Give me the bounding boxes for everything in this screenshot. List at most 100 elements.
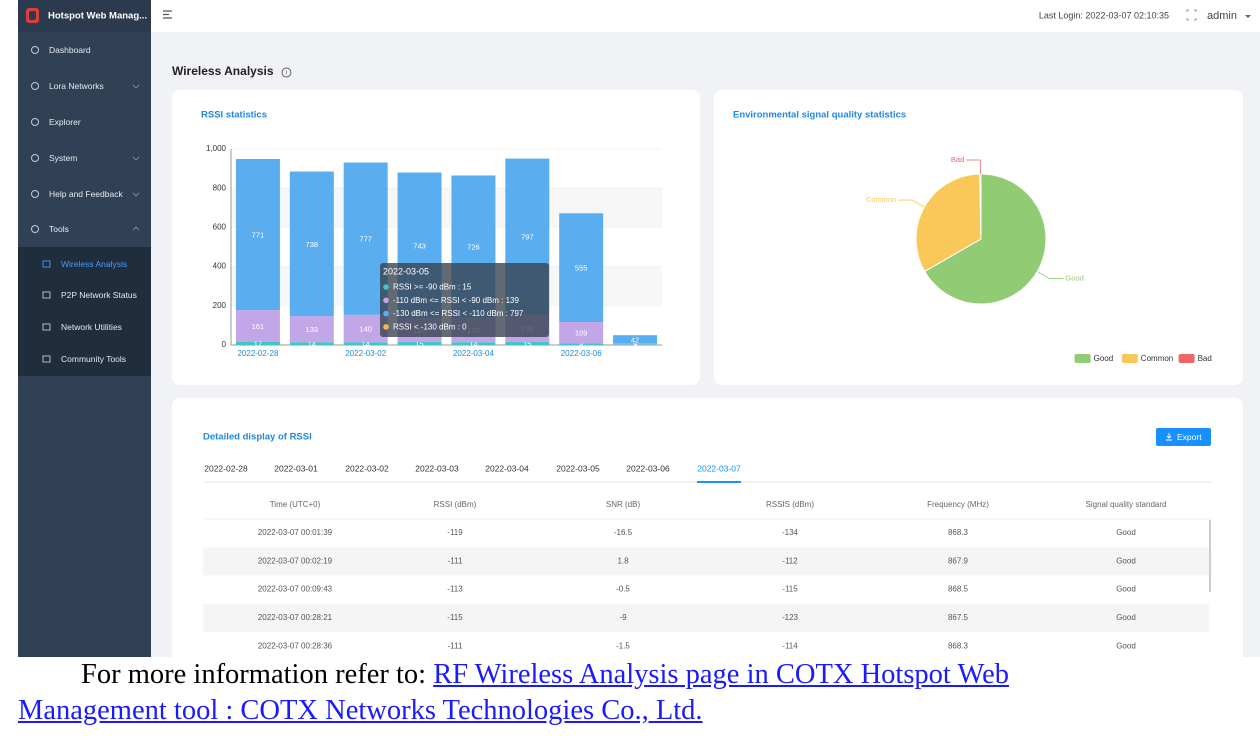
menu-item[interactable]: Explorer: [49, 117, 81, 127]
bar-segment: [235, 341, 280, 345]
y-tick-label: 200: [213, 301, 227, 310]
menu-toggle-icon: [163, 10, 172, 19]
table-cell: -114: [782, 641, 798, 650]
bar-segment: [235, 310, 280, 342]
bar-segment: [289, 171, 334, 317]
tooltip-marker: [383, 310, 389, 317]
table-cell: 868.3: [948, 528, 969, 537]
table-cell: -123: [782, 613, 799, 622]
bar-segment: [613, 343, 658, 345]
table-cell: -16.5: [614, 528, 633, 537]
submenu-icon: [42, 291, 51, 299]
legend-label[interactable]: Good: [1094, 354, 1114, 363]
submenu-icon: [42, 355, 51, 363]
menu-item[interactable]: Dashboard: [49, 45, 91, 55]
menu-chevron: [132, 226, 140, 231]
table-cell: -113: [447, 585, 463, 594]
y-tick-label: 800: [213, 183, 227, 192]
bar-value-label: 738: [306, 240, 319, 249]
tooltip-marker: [383, 297, 389, 304]
date-tab[interactable]: 2022-03-04: [485, 463, 529, 473]
bar-value-label: 14: [469, 340, 477, 349]
menu-item[interactable]: Lora Networks: [49, 81, 104, 91]
submenu-item[interactable]: Network Utilities: [61, 322, 122, 332]
fullscreen-icon[interactable]: [1186, 9, 1197, 21]
footer-link[interactable]: RF Wireless Analysis page in COTX Hotspo…: [18, 659, 1009, 726]
export-label: Export: [1177, 432, 1202, 442]
user-name[interactable]: admin: [1207, 10, 1237, 22]
bar-segment: [451, 342, 496, 345]
bar-value-label: 17: [254, 339, 262, 348]
y-tick-label: 0: [222, 340, 227, 349]
info-icon[interactable]: [281, 67, 292, 78]
date-tab[interactable]: 2022-03-02: [345, 463, 389, 473]
menu-chevron: [132, 84, 140, 89]
bar-value-label: 726: [467, 243, 480, 252]
bar-value-label: 771: [252, 231, 265, 240]
date-tab[interactable]: 2022-03-05: [556, 463, 600, 473]
table-cell: 867.9: [948, 556, 969, 565]
table-cell: 2022-03-07 00:28:21: [258, 613, 333, 622]
menu-icon: [31, 154, 39, 162]
bar-segment: [235, 158, 280, 311]
submenu-item[interactable]: Wireless Analysis: [61, 259, 127, 269]
bar-value-label: 3: [633, 341, 637, 350]
menu-toggle[interactable]: [163, 10, 172, 19]
table-cell: -9: [619, 613, 627, 622]
table-cell: Good: [1116, 613, 1136, 622]
submenu-item[interactable]: P2P Network Status: [61, 290, 137, 300]
table-header: RSSI (dBm): [434, 500, 477, 509]
menu-icon: [31, 225, 39, 233]
menu-icon: [31, 190, 39, 198]
pie-slice: [979, 173, 982, 240]
menu-item[interactable]: System: [49, 153, 77, 163]
bar-value-label: 140: [359, 325, 372, 334]
x-tick-label: 2022-03-04: [453, 349, 494, 358]
date-tab[interactable]: 2022-02-28: [204, 463, 248, 473]
bar-value-label: 8: [579, 340, 583, 349]
tooltip-line: RSSI < -130 dBm : 0: [393, 323, 467, 332]
date-tab[interactable]: 2022-03-07: [697, 463, 741, 473]
bar-segment: [613, 335, 658, 344]
export-button[interactable]: Export: [1156, 428, 1211, 446]
legend-swatch[interactable]: [1074, 354, 1091, 363]
submenu-icon: [42, 323, 51, 331]
bar-segment: [613, 344, 658, 345]
table-cell: 868.3: [948, 641, 969, 650]
table-cell: -0.5: [616, 585, 630, 594]
legend-label[interactable]: Bad: [1198, 354, 1212, 363]
pie-leader: [966, 159, 981, 175]
table-cell: -1.5: [616, 641, 630, 650]
export-button-bg: [1156, 428, 1211, 446]
x-tick-label: 2022-02-28: [237, 349, 278, 358]
bar-segment: [397, 342, 442, 345]
bar-segment: [343, 342, 388, 345]
export-icon: [1166, 433, 1172, 441]
submenu-item[interactable]: Community Tools: [61, 354, 126, 364]
legend-swatch[interactable]: [1121, 354, 1138, 363]
x-tick-label: 2022-03-02: [345, 349, 386, 358]
pie-slice: [923, 173, 1047, 305]
legend-swatch[interactable]: [1178, 354, 1195, 363]
date-tab[interactable]: 2022-03-03: [415, 463, 459, 473]
last-login: Last Login: 2022-03-07 02:10:35: [1039, 10, 1169, 20]
pie-slice: [915, 173, 982, 273]
menu-item[interactable]: Help and Feedback: [49, 189, 123, 199]
date-tab[interactable]: 2022-03-01: [274, 463, 318, 473]
pie-label: Bad: [951, 155, 964, 164]
tooltip-line: RSSI >= -90 dBm : 15: [393, 283, 472, 292]
x-tick-label: 2022-03-06: [561, 349, 602, 358]
menu-item[interactable]: Tools: [49, 224, 69, 234]
table-cell: 2022-03-07 00:28:36: [258, 641, 333, 650]
date-tab[interactable]: 2022-03-06: [626, 463, 670, 473]
tooltip-line: -130 dBm <= RSSI < -110 dBm : 797: [393, 309, 524, 318]
pie-leader: [1037, 271, 1064, 279]
legend-label[interactable]: Common: [1141, 354, 1173, 363]
bar-segment: [289, 316, 334, 343]
y-tick-label: 600: [213, 223, 227, 232]
table-header: Time (UTC+0): [270, 500, 321, 509]
y-tick-label: 400: [213, 262, 227, 271]
bar-value-label: 743: [413, 241, 426, 250]
